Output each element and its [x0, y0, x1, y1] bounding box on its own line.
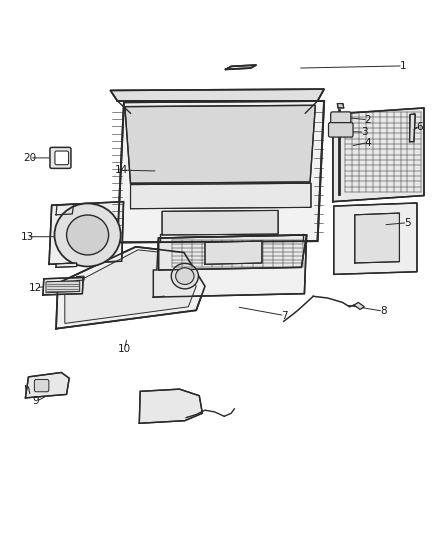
Polygon shape	[334, 203, 417, 274]
Text: 10: 10	[118, 344, 131, 354]
Text: 3: 3	[361, 127, 368, 137]
FancyBboxPatch shape	[34, 379, 49, 392]
Text: 2: 2	[364, 115, 371, 125]
Text: 12: 12	[29, 282, 42, 293]
Polygon shape	[56, 263, 77, 268]
Polygon shape	[25, 373, 69, 398]
Polygon shape	[162, 211, 278, 235]
Text: 7: 7	[281, 311, 288, 320]
Ellipse shape	[67, 215, 109, 255]
Polygon shape	[49, 201, 124, 264]
Text: 9: 9	[32, 397, 39, 406]
Polygon shape	[43, 278, 83, 295]
Text: 6: 6	[416, 122, 423, 132]
Polygon shape	[110, 89, 324, 101]
Text: 13: 13	[21, 232, 34, 242]
Polygon shape	[131, 183, 311, 209]
Polygon shape	[153, 235, 307, 297]
Text: 20: 20	[23, 153, 36, 163]
Text: 5: 5	[404, 217, 411, 228]
Polygon shape	[354, 302, 364, 310]
Ellipse shape	[176, 268, 194, 285]
Polygon shape	[65, 250, 196, 324]
Polygon shape	[226, 65, 256, 69]
Polygon shape	[139, 389, 202, 423]
Polygon shape	[333, 108, 424, 201]
FancyBboxPatch shape	[328, 123, 353, 137]
Text: 1: 1	[399, 61, 406, 71]
FancyBboxPatch shape	[55, 151, 69, 165]
Polygon shape	[46, 280, 80, 293]
Polygon shape	[125, 106, 315, 183]
Ellipse shape	[54, 204, 121, 266]
Polygon shape	[355, 213, 399, 263]
Polygon shape	[56, 247, 205, 329]
Text: 8: 8	[380, 306, 387, 316]
FancyBboxPatch shape	[50, 147, 71, 168]
Polygon shape	[159, 235, 307, 270]
FancyBboxPatch shape	[331, 112, 351, 125]
Polygon shape	[410, 114, 415, 142]
Polygon shape	[205, 241, 262, 264]
Polygon shape	[117, 101, 324, 243]
Text: 14: 14	[115, 165, 128, 175]
Text: 4: 4	[364, 138, 371, 148]
Polygon shape	[337, 103, 344, 108]
Ellipse shape	[171, 263, 198, 289]
